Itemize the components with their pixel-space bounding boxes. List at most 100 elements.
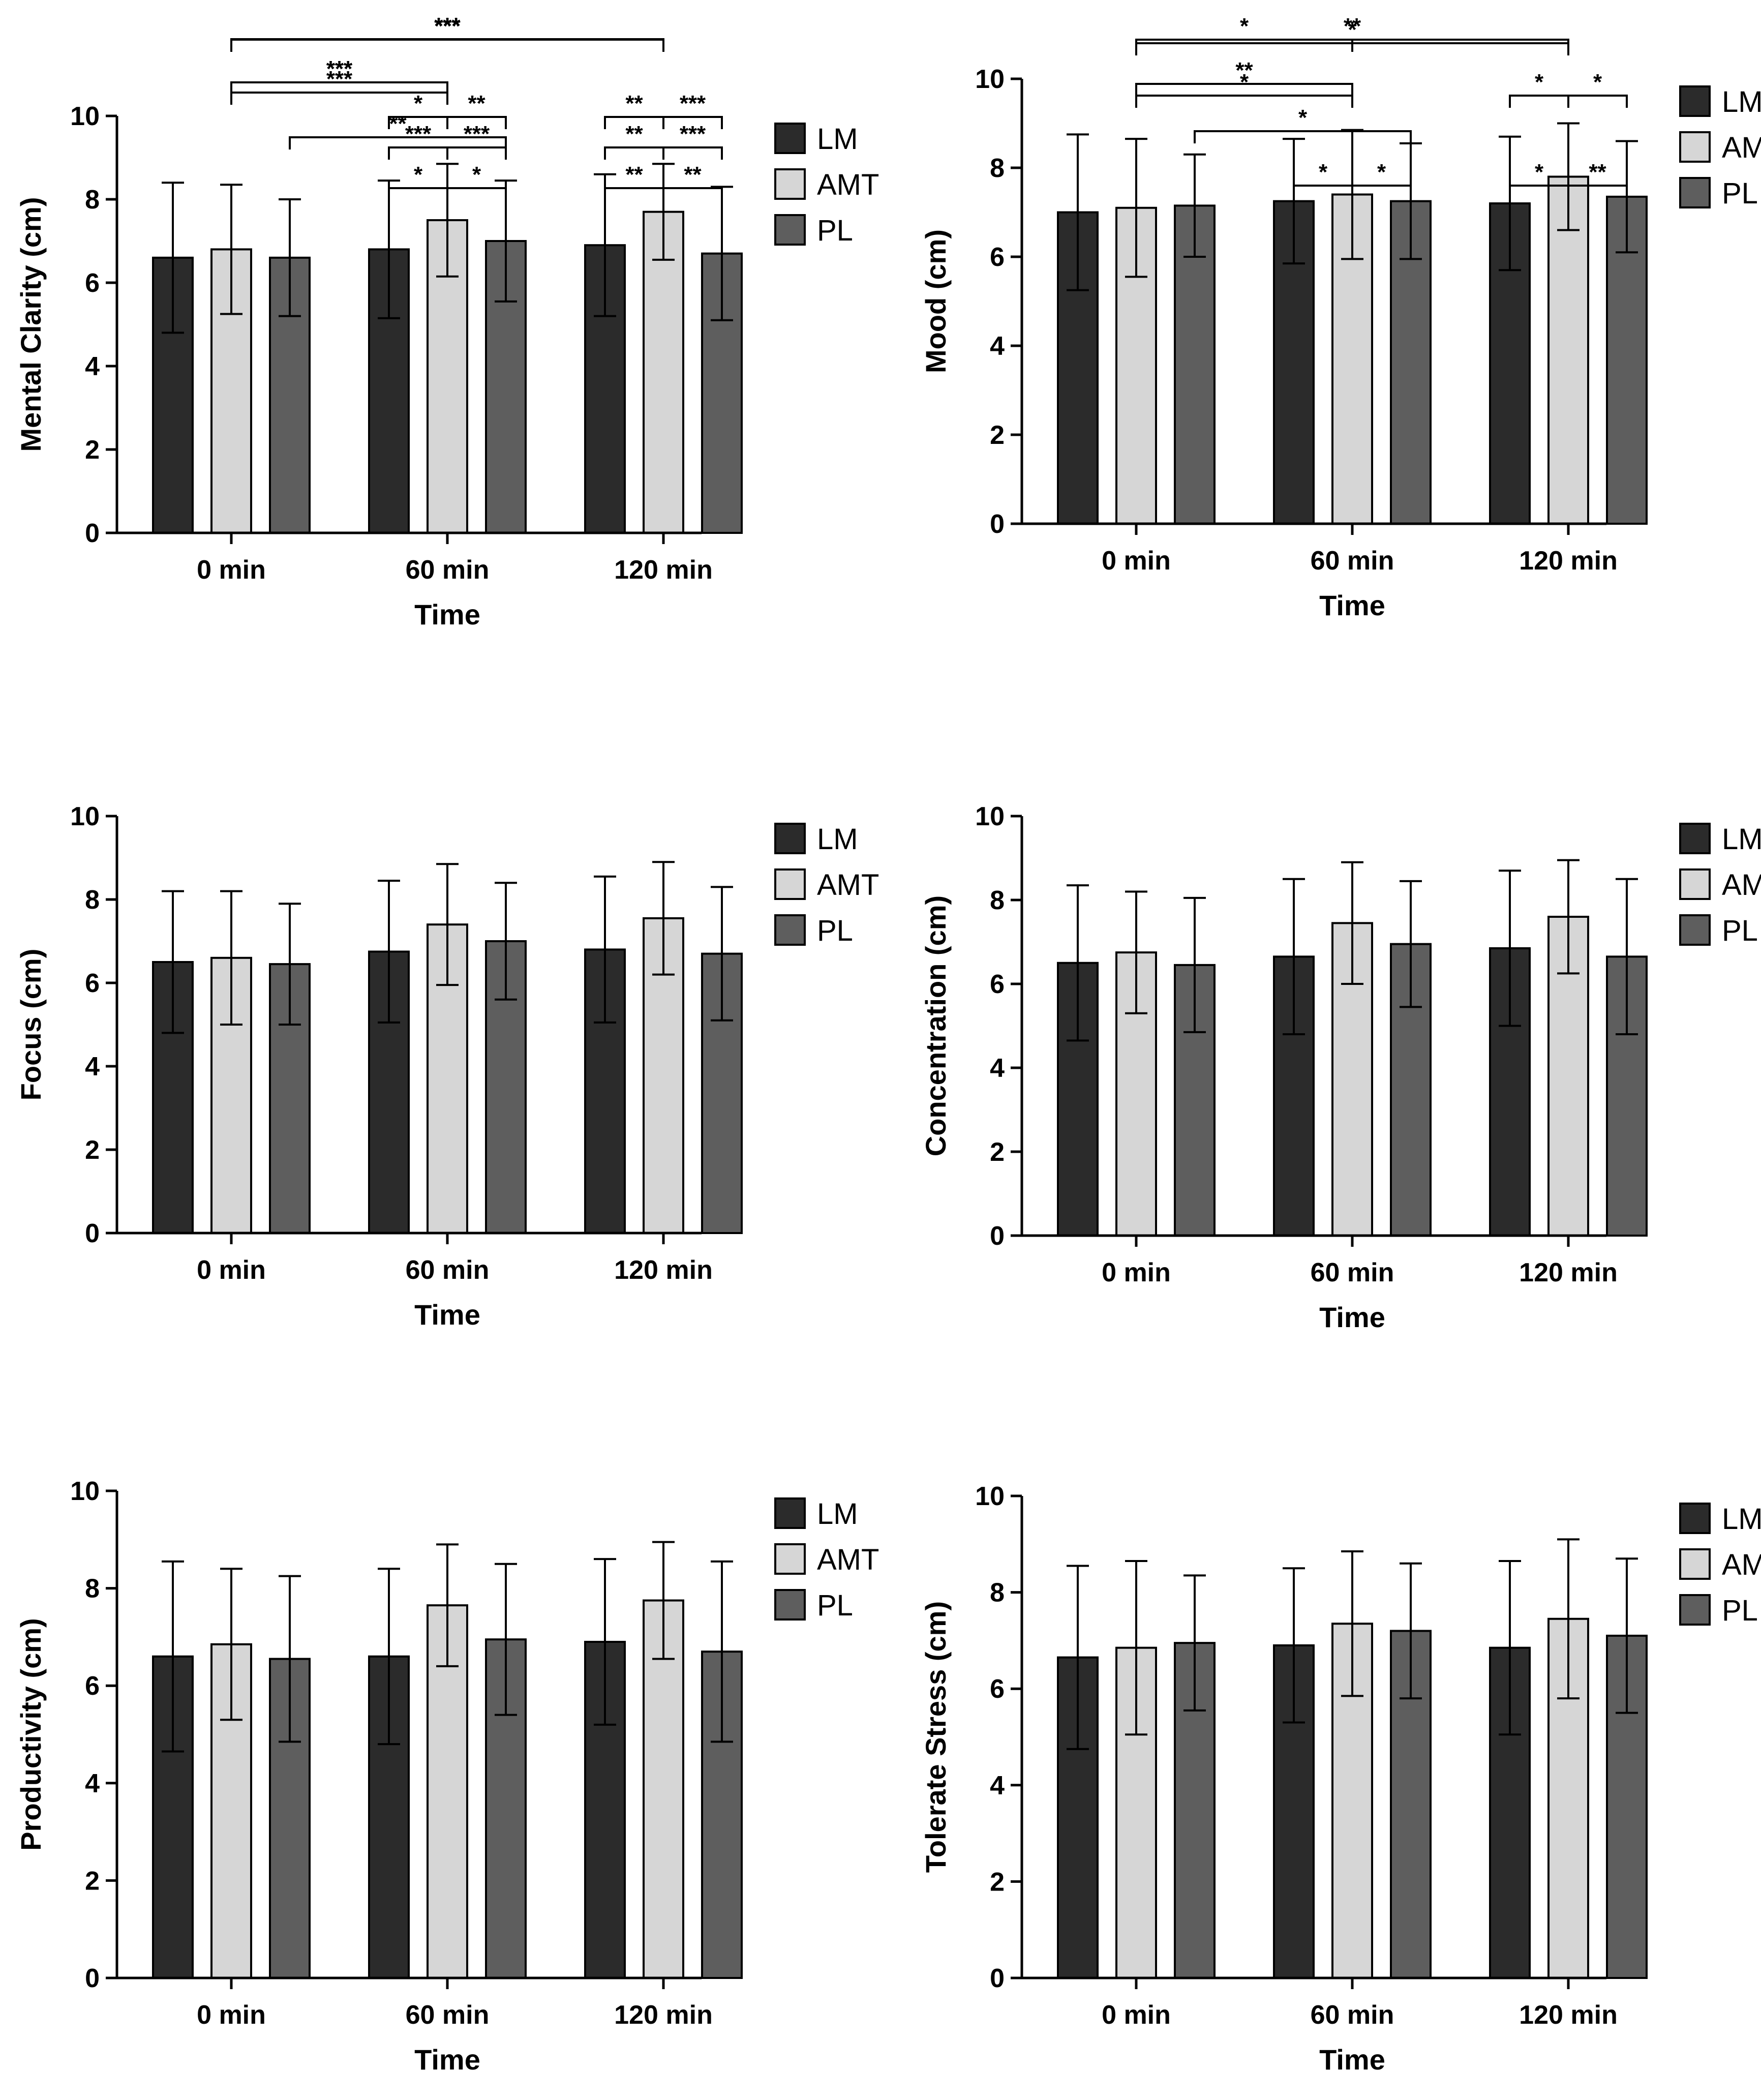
y-tick-label: 2	[990, 1137, 1005, 1167]
x-tick-label: 60 min	[1311, 2000, 1394, 2030]
legend-swatch-pl	[774, 914, 806, 946]
legend-swatch-lm	[1679, 823, 1711, 854]
x-tick-label: 120 min	[1519, 2000, 1618, 2030]
x-tick-label: 60 min	[406, 2000, 490, 2030]
significance-label: ***	[680, 122, 706, 146]
error-bar	[495, 882, 517, 1001]
error-bar	[1557, 859, 1580, 975]
significance-bracket	[1567, 95, 1628, 108]
bar-amt	[1547, 175, 1589, 525]
significance-bracket	[1509, 95, 1569, 108]
x-axis-title: Time	[414, 2044, 480, 2076]
bar-pl	[1174, 204, 1216, 525]
significance-label: *	[1535, 160, 1544, 185]
legend-label: AMT	[817, 168, 879, 201]
y-tick-label: 2	[990, 1867, 1005, 1897]
significance-bracket	[230, 38, 664, 51]
legend-swatch-amt	[774, 1543, 806, 1575]
significance-label: ***	[326, 56, 353, 81]
y-tick-label: 4	[85, 1769, 100, 1798]
legend-label: AMT	[1722, 868, 1761, 902]
legend-label: AMT	[817, 1543, 879, 1576]
x-axis-title: Time	[1319, 589, 1385, 621]
y-tick-label: 10	[975, 1482, 1005, 1511]
legend-swatch-pl	[774, 1589, 806, 1621]
x-tick-label: 60 min	[406, 1255, 490, 1285]
error-bar	[594, 1558, 616, 1726]
significance-label: *	[1240, 70, 1249, 95]
x-tick-label: 60 min	[406, 555, 490, 585]
legend-swatch-amt	[1679, 868, 1711, 900]
legend-label: AMT	[817, 868, 879, 902]
significance-bracket	[1351, 185, 1412, 198]
error-bar	[1283, 878, 1305, 1035]
y-tick-label: 2	[990, 421, 1005, 450]
y-tick-label: 10	[975, 802, 1005, 831]
legend-label: LM	[1722, 85, 1761, 118]
y-axis-title: Focus (cm)	[15, 949, 47, 1101]
legend-label: PL	[1722, 914, 1758, 947]
significance-label: **	[1589, 160, 1606, 185]
error-bar	[220, 184, 242, 315]
x-tick-label: 60 min	[1311, 1258, 1394, 1287]
significance-label: ***	[326, 67, 353, 92]
legend-label: LM	[1722, 1503, 1761, 1536]
significance-bracket	[230, 39, 664, 52]
legend-label: LM	[817, 1497, 858, 1531]
significance-bracket	[1194, 130, 1412, 143]
y-tick-label: 8	[990, 154, 1005, 183]
chart-panel: 0 2 4 6 8 10 0 min 60 min 120 min Time Mood (cm) LM…	[920, 17, 1761, 621]
x-tick-label: 0 min	[1102, 1258, 1171, 1287]
legend-swatch-pl	[1679, 177, 1711, 208]
error-bar	[279, 198, 301, 317]
significance-label: *	[472, 162, 481, 187]
significance-bracket	[446, 187, 507, 200]
legend-swatch-lm	[774, 823, 806, 854]
legend-label: PL	[1722, 1594, 1758, 1627]
significance-bracket	[230, 92, 448, 105]
y-tick-label: 10	[70, 102, 100, 131]
error-bar	[1125, 890, 1147, 1014]
significance-bracket	[388, 146, 448, 160]
legend-swatch-pl	[774, 214, 806, 246]
x-axis-title: Time	[1319, 2044, 1385, 2076]
significance-label: *	[1240, 14, 1249, 39]
legend-swatch-lm	[774, 1497, 806, 1529]
error-bar	[162, 1560, 184, 1753]
legend-swatch-pl	[1679, 1594, 1711, 1626]
significance-bracket	[662, 116, 723, 129]
bar-amt	[1115, 206, 1157, 525]
x-tick-label: 0 min	[1102, 546, 1171, 576]
significance-label: *	[1298, 105, 1308, 130]
legend-swatch-lm	[1679, 1503, 1711, 1534]
error-bar	[1616, 878, 1638, 1035]
significance-label: **	[389, 111, 407, 136]
legend-label: PL	[1722, 177, 1758, 210]
y-tick-label: 6	[990, 1674, 1005, 1704]
error-bar	[1499, 135, 1521, 272]
x-tick-label: 0 min	[1102, 2000, 1171, 2030]
bar-lm	[584, 948, 626, 1234]
significance-label: ***	[405, 122, 432, 146]
y-tick-label: 0	[85, 519, 100, 548]
significance-bracket	[1567, 185, 1628, 198]
error-bar	[436, 163, 459, 278]
significance-label: **	[625, 122, 643, 146]
x-tick-label: 120 min	[1519, 1258, 1618, 1287]
y-tick-label: 8	[85, 1574, 100, 1604]
error-bar	[495, 1563, 517, 1716]
error-bar	[594, 875, 616, 1024]
error-bar	[1499, 869, 1521, 1027]
x-tick-label: 120 min	[614, 1255, 713, 1285]
y-tick-label: 8	[990, 1578, 1005, 1608]
legend-label: AMT	[1722, 1548, 1761, 1581]
error-bar	[1557, 122, 1580, 231]
y-tick-label: 10	[70, 1477, 100, 1506]
legend-swatch-amt	[774, 868, 806, 900]
error-bar	[1341, 861, 1363, 985]
significance-bracket	[662, 187, 723, 200]
